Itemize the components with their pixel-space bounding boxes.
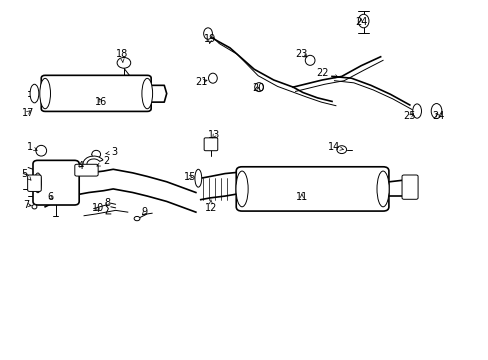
Text: 23: 23 [295, 49, 307, 59]
Ellipse shape [92, 150, 101, 158]
FancyBboxPatch shape [41, 75, 151, 111]
Ellipse shape [430, 104, 441, 118]
Ellipse shape [336, 146, 346, 154]
Text: 7: 7 [23, 200, 31, 210]
Text: 1: 1 [26, 142, 37, 152]
Ellipse shape [236, 171, 247, 207]
Text: 8: 8 [104, 198, 110, 208]
Ellipse shape [117, 58, 130, 68]
Ellipse shape [34, 173, 41, 193]
Ellipse shape [36, 145, 46, 156]
Text: 15: 15 [183, 172, 196, 182]
FancyBboxPatch shape [28, 175, 41, 192]
Ellipse shape [40, 78, 50, 109]
FancyBboxPatch shape [236, 167, 388, 211]
Text: 20: 20 [251, 83, 264, 93]
Text: 25: 25 [403, 111, 415, 121]
Ellipse shape [195, 169, 201, 187]
Text: 22: 22 [315, 68, 338, 78]
Text: 3: 3 [106, 147, 118, 157]
Text: 17: 17 [21, 108, 34, 118]
Ellipse shape [32, 204, 37, 209]
FancyBboxPatch shape [401, 175, 417, 199]
Text: 18: 18 [116, 49, 128, 62]
Text: 24: 24 [354, 17, 366, 27]
FancyBboxPatch shape [33, 160, 79, 205]
Text: 14: 14 [327, 142, 343, 152]
Text: 9: 9 [142, 207, 147, 217]
Text: 2: 2 [97, 157, 109, 166]
Ellipse shape [134, 216, 140, 221]
Text: 24: 24 [431, 111, 443, 121]
Text: 16: 16 [95, 97, 107, 107]
Text: 5: 5 [21, 168, 31, 180]
Text: 12: 12 [204, 200, 217, 213]
Wedge shape [83, 156, 103, 168]
FancyBboxPatch shape [75, 164, 98, 176]
Ellipse shape [412, 104, 421, 118]
Text: 10: 10 [91, 203, 103, 213]
Text: 21: 21 [195, 77, 207, 87]
Ellipse shape [358, 14, 368, 28]
Ellipse shape [142, 78, 152, 109]
Ellipse shape [376, 171, 388, 207]
Text: 13: 13 [208, 130, 220, 140]
Text: 6: 6 [47, 192, 53, 202]
Text: 11: 11 [295, 192, 307, 202]
Ellipse shape [203, 28, 212, 39]
Ellipse shape [208, 73, 217, 83]
Text: 19: 19 [204, 34, 216, 44]
FancyBboxPatch shape [203, 138, 217, 151]
Ellipse shape [30, 84, 39, 103]
Text: 4: 4 [78, 161, 83, 171]
Ellipse shape [305, 55, 314, 65]
Ellipse shape [254, 83, 263, 91]
